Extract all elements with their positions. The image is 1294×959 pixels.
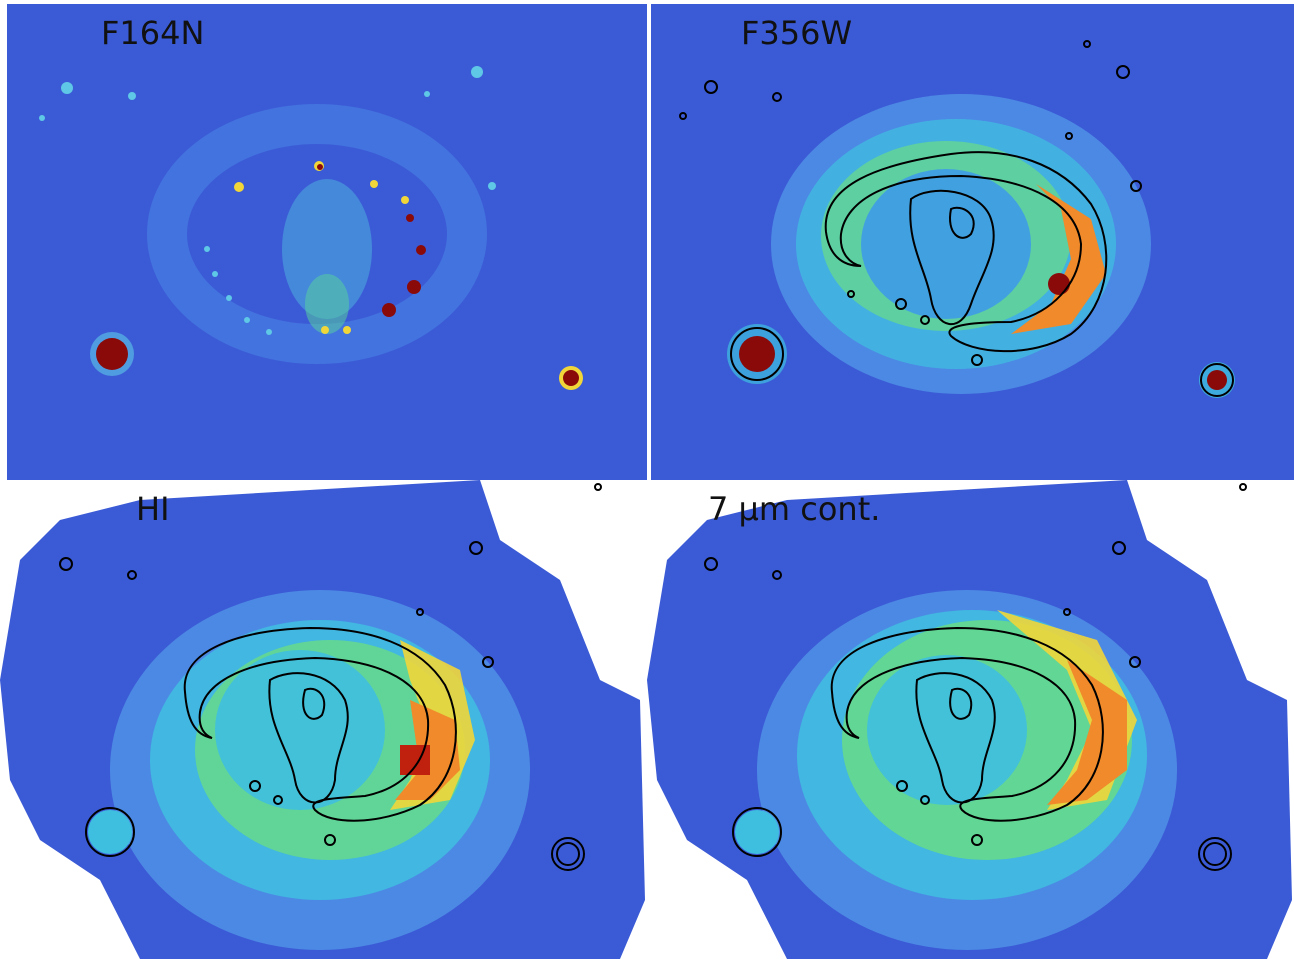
panel-label-f356w: F356W [741, 14, 853, 52]
panel-f356w [651, 4, 1294, 480]
panel-hi [0, 480, 647, 959]
panel-label-hi: HI [136, 490, 170, 528]
f356w-image [651, 4, 1294, 480]
f164n-image [7, 4, 647, 480]
panel-f164n [7, 4, 647, 480]
panel-label-7um-cont: 7 μm cont. [708, 490, 881, 528]
panel-label-f164n: F164N [101, 14, 205, 52]
7um-cont-image [647, 480, 1294, 959]
panel-7um-cont [647, 480, 1294, 959]
hi-image [0, 480, 647, 959]
